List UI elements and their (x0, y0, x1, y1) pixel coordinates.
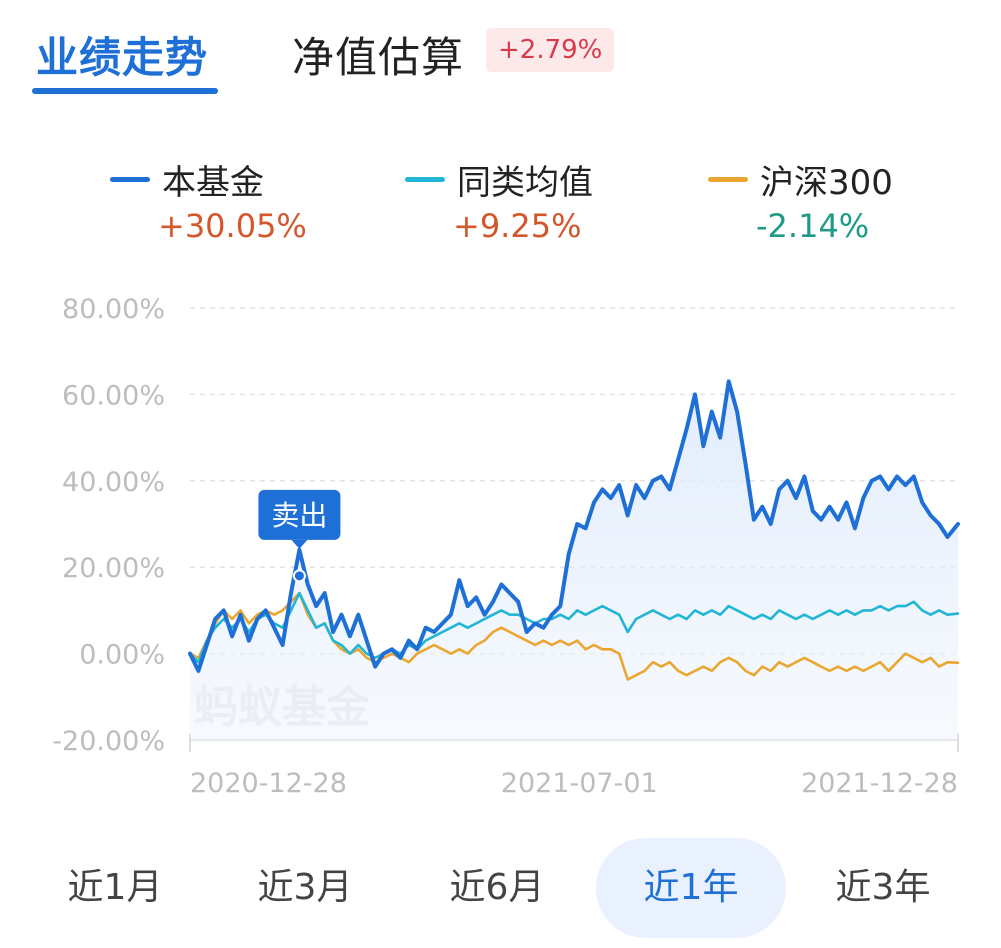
sell-marker[interactable] (292, 569, 306, 583)
estimate-badge: +2.79% (486, 28, 615, 72)
y-tick-label: 40.00% (62, 467, 165, 498)
y-tick-label: 20.00% (62, 553, 165, 584)
legend-value-peer-average: +9.25% (453, 207, 582, 245)
x-tick-label: 2021-12-28 (801, 768, 958, 799)
top-tabs: 业绩走势 净值估算 +2.79% (0, 0, 1001, 110)
series-line-fund[interactable] (188, 379, 960, 673)
sell-label-pointer (291, 539, 308, 549)
x-tick-label: 2020-12-28 (190, 768, 347, 799)
fund-area (190, 381, 958, 740)
series-line-peer-average[interactable] (188, 591, 960, 664)
chart-legend: 本基金 +30.05% 同类均值 +9.25% 沪深300 -2.14% (0, 155, 1001, 255)
y-tick-label: 80.00% (62, 294, 165, 325)
range-3-years[interactable]: 近3年 (835, 867, 931, 908)
y-tick-label: 60.00% (62, 380, 165, 411)
range-3-months[interactable]: 近3月 (257, 867, 353, 908)
range-1-year[interactable]: 近1年 (596, 838, 786, 938)
tab-performance[interactable]: 业绩走势 (36, 33, 209, 82)
y-tick-label: -20.00% (52, 726, 165, 757)
legend-name-fund: 本基金 (162, 163, 264, 203)
legend-name-peer-average: 同类均值 (457, 163, 593, 203)
performance-chart[interactable]: 80.00% 60.00% 40.00% 20.00% 0.00% -20.00% 2020… (0, 280, 1001, 810)
x-tick-label: 2021-07-01 (501, 768, 658, 799)
legend-swatch-peer-average (405, 177, 445, 182)
legend-swatch-fund (110, 177, 150, 182)
sell-label: 卖出 (271, 499, 327, 532)
legend-value-fund: +30.05% (158, 207, 307, 245)
tab-nav-estimate[interactable]: 净值估算 (292, 33, 465, 82)
range-1-month[interactable]: 近1月 (67, 867, 163, 908)
legend-name-csi300: 沪深300 (760, 163, 893, 203)
legend-value-csi300: -2.14% (756, 207, 870, 245)
range-6-months[interactable]: 近6月 (449, 867, 545, 908)
tab-performance-underline (32, 88, 218, 94)
legend-swatch-csi300 (708, 177, 748, 182)
time-range-selector: 近1月 近3月 近6月 近1年 近3年 (0, 838, 1001, 938)
y-tick-label: 0.00% (79, 640, 165, 671)
sell-label-bg (258, 489, 341, 540)
